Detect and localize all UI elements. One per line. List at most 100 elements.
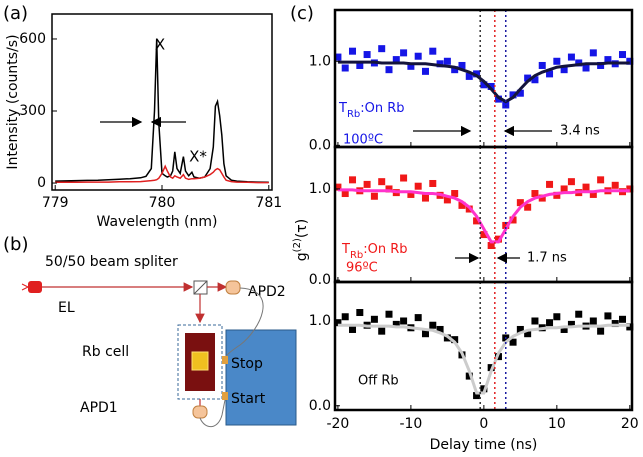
- y-axis-label: g(2)(τ): [292, 219, 311, 261]
- annotation-part: T: [341, 242, 350, 257]
- data-point: [611, 181, 619, 189]
- data-point: [597, 327, 605, 335]
- data-point: [611, 320, 619, 328]
- data-point: [538, 61, 546, 69]
- annotation-part: Rb: [347, 109, 360, 120]
- y-axis-label-part: g: [294, 252, 310, 261]
- data-point: [356, 309, 364, 317]
- annotation: X*: [189, 148, 207, 166]
- fit-line: [337, 188, 630, 244]
- setup-diagram: (b) 50/50 beam spliter EL APD2 Rb cell A…: [3, 234, 297, 428]
- data-point: [546, 319, 554, 327]
- data-point: [334, 183, 342, 191]
- y-tick-label: 600: [19, 31, 46, 47]
- diagram-label: EL: [58, 300, 75, 316]
- y-tick-label: 300: [19, 103, 46, 119]
- data-point: [524, 203, 532, 211]
- data-point: [516, 89, 524, 97]
- data-point: [597, 61, 605, 69]
- data-point: [604, 312, 612, 320]
- data-point: [502, 101, 510, 109]
- y-tick-label: 0: [37, 175, 46, 191]
- data-point: [436, 325, 444, 333]
- data-point: [341, 313, 349, 321]
- data-point: [546, 180, 554, 188]
- rb-vapor: [191, 351, 209, 371]
- annotation: Off Rb: [358, 374, 399, 389]
- data-point: [509, 216, 517, 224]
- x-tick-label: -10: [399, 416, 422, 432]
- data-point: [451, 190, 459, 198]
- spectrum-line: [55, 164, 269, 184]
- led: [28, 281, 42, 293]
- annotation: 3.4 ns: [560, 124, 600, 139]
- data-point: [480, 81, 488, 89]
- data-point: [400, 317, 408, 325]
- x-tick-label: -20: [326, 416, 349, 432]
- data-point: [385, 185, 393, 193]
- data-point: [553, 313, 561, 321]
- data-point: [407, 190, 415, 198]
- diagram-label: APD2: [248, 284, 286, 300]
- data-point: [385, 66, 393, 74]
- data-point: [341, 64, 349, 72]
- data-point: [531, 317, 539, 325]
- data-point: [334, 53, 342, 61]
- data-point: [451, 66, 459, 74]
- data-point: [465, 72, 473, 80]
- annotation: 100ºC: [343, 133, 383, 148]
- data-point: [421, 330, 429, 338]
- data-point: [487, 242, 495, 250]
- data-point: [473, 392, 481, 400]
- data-point: [567, 320, 575, 328]
- data-point: [575, 59, 583, 67]
- data-point: [567, 53, 575, 61]
- data-point: [349, 325, 357, 333]
- beam-splitter-face: [193, 280, 208, 295]
- data-point: [363, 51, 371, 59]
- data-point: [560, 66, 568, 74]
- data-point: [421, 67, 429, 75]
- annotation: TRb:On Rb: [341, 242, 408, 261]
- annotation: TRb:On Rb: [338, 101, 405, 120]
- annotation-part: Rb: [350, 250, 363, 261]
- diagram-label: Start: [231, 391, 266, 407]
- data-point: [516, 199, 524, 207]
- data-point: [509, 91, 517, 99]
- data-point: [582, 64, 590, 72]
- data-point: [502, 221, 510, 229]
- panel-label: (b): [3, 234, 28, 255]
- panel-label: (a): [3, 3, 28, 24]
- led-rays: [21, 283, 29, 291]
- data-point: [451, 336, 459, 344]
- data-point: [589, 190, 597, 198]
- y-tick-label: 1.0: [309, 181, 331, 197]
- data-point: [421, 194, 429, 202]
- y-tick-label: 1.0: [309, 53, 331, 69]
- connector: [222, 392, 228, 400]
- data-point: [392, 320, 400, 328]
- data-point: [407, 62, 415, 70]
- data-point: [487, 82, 495, 90]
- data-point: [458, 61, 466, 69]
- data-point: [385, 310, 393, 318]
- y-axis-label-part: (2): [292, 238, 303, 252]
- counter-box: [225, 329, 297, 426]
- data-point: [597, 176, 605, 184]
- data-point: [516, 325, 524, 333]
- data-point: [443, 196, 451, 204]
- data-point: [363, 180, 371, 188]
- data-point: [378, 327, 386, 335]
- data-point: [509, 338, 517, 346]
- data-point: [626, 323, 634, 331]
- data-point: [458, 201, 466, 209]
- data-point: [473, 70, 481, 78]
- annotation-part: T: [338, 101, 347, 116]
- data-point: [524, 74, 532, 82]
- data-point: [414, 52, 422, 60]
- y-tick-label: 0.0: [309, 398, 331, 414]
- annotation: 96ºC: [346, 261, 378, 276]
- data-point: [370, 192, 378, 200]
- fit-line: [337, 323, 630, 395]
